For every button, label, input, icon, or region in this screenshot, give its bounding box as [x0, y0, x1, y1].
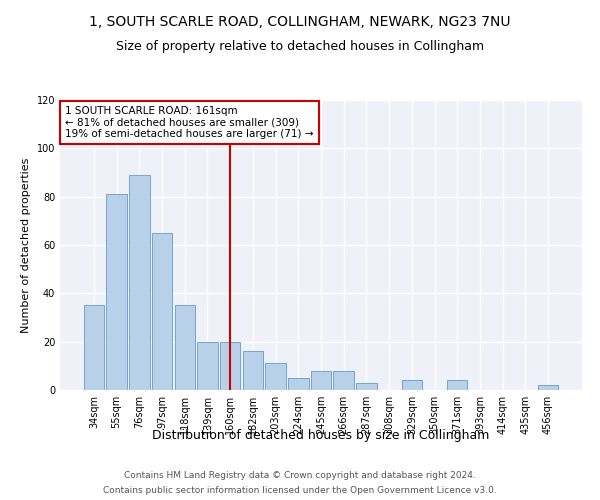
Text: Contains HM Land Registry data © Crown copyright and database right 2024.: Contains HM Land Registry data © Crown c…	[124, 471, 476, 480]
Bar	[356, 383, 377, 390]
Text: Contains public sector information licensed under the Open Government Licence v3: Contains public sector information licen…	[103, 486, 497, 495]
Text: 1, SOUTH SCARLE ROAD, COLLINGHAM, NEWARK, NG23 7NU: 1, SOUTH SCARLE ROAD, COLLINGHAM, NEWARK…	[89, 15, 511, 29]
Bar	[129, 175, 149, 390]
Bar	[401, 380, 422, 390]
Y-axis label: Number of detached properties: Number of detached properties	[21, 158, 31, 332]
Bar	[197, 342, 218, 390]
Text: Size of property relative to detached houses in Collingham: Size of property relative to detached ho…	[116, 40, 484, 53]
Bar	[334, 370, 354, 390]
Text: 1 SOUTH SCARLE ROAD: 161sqm
← 81% of detached houses are smaller (309)
19% of se: 1 SOUTH SCARLE ROAD: 161sqm ← 81% of det…	[65, 106, 314, 139]
Bar	[311, 370, 331, 390]
Bar	[152, 233, 172, 390]
Text: Distribution of detached houses by size in Collingham: Distribution of detached houses by size …	[152, 428, 490, 442]
Bar	[175, 306, 195, 390]
Bar	[106, 194, 127, 390]
Bar	[447, 380, 467, 390]
Bar	[538, 385, 558, 390]
Bar	[220, 342, 241, 390]
Bar	[242, 352, 263, 390]
Bar	[84, 306, 104, 390]
Bar	[288, 378, 308, 390]
Bar	[265, 364, 286, 390]
